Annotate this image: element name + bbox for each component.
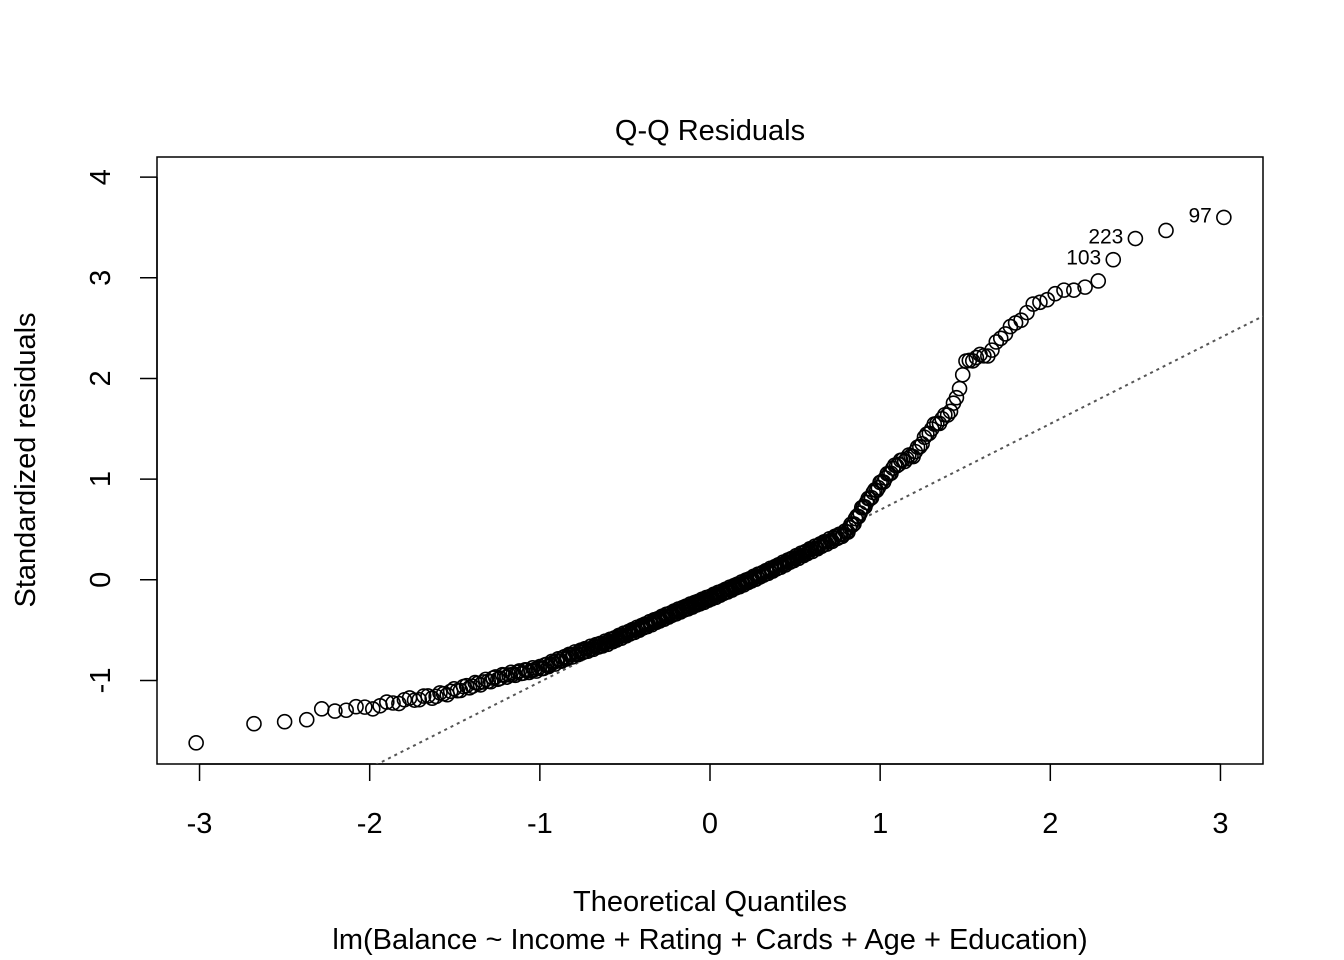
y-tick-label: 0 — [85, 572, 117, 588]
x-tick-label: 1 — [872, 808, 888, 840]
data-point — [378, 694, 395, 710]
data-point — [1047, 285, 1063, 302]
data-point — [1025, 296, 1042, 312]
data-point — [357, 699, 373, 715]
data-point — [1216, 209, 1232, 226]
point-label: 97 — [1189, 204, 1212, 227]
x-tick-label: -3 — [187, 808, 213, 840]
data-point — [1127, 230, 1144, 247]
data-point — [364, 701, 381, 717]
data-point — [385, 695, 401, 711]
data-point — [188, 735, 204, 751]
x-tick-label: 3 — [1212, 808, 1228, 840]
y-axis: -1 0 1 2 3 4 — [85, 169, 158, 694]
data-point — [461, 680, 478, 696]
data-point — [246, 715, 262, 732]
data-point — [954, 366, 971, 383]
data-point — [1090, 273, 1107, 289]
data-point — [948, 389, 965, 406]
point-label: 103 — [1066, 247, 1101, 270]
data-point — [1158, 222, 1174, 239]
chart-title: Q-Q Residuals — [615, 115, 805, 147]
data-point — [1056, 282, 1072, 298]
y-tick-label: -1 — [85, 668, 117, 694]
data-point — [984, 342, 1000, 358]
data-point — [327, 703, 343, 719]
data-point — [1066, 282, 1082, 298]
data-point — [348, 698, 364, 715]
y-tick-label: 1 — [85, 471, 117, 487]
data-point — [524, 660, 541, 676]
data-point — [1077, 279, 1093, 295]
data-point — [1039, 291, 1056, 308]
data-point — [1105, 251, 1122, 268]
y-tick-label: 3 — [85, 270, 117, 286]
data-point — [415, 688, 432, 704]
data-point — [482, 673, 499, 690]
x-tick-label: -2 — [357, 808, 383, 840]
data-point — [298, 711, 315, 728]
data-point — [313, 701, 330, 717]
data-point — [914, 435, 930, 452]
x-axis: -3 -2 -1 0 1 2 3 — [187, 763, 1229, 840]
x-tick-label: 0 — [702, 808, 718, 840]
x-tick-label: -1 — [527, 808, 553, 840]
data-point — [976, 348, 992, 364]
data-point — [988, 334, 1005, 350]
point-label: 223 — [1088, 226, 1123, 249]
data-point — [472, 677, 489, 693]
data-point — [338, 702, 354, 719]
y-tick-label: 2 — [85, 370, 117, 386]
data-point — [992, 330, 1009, 347]
data-point — [968, 349, 985, 366]
chart-subtitle: lm(Balance ~ Income + Rating + Cards + A… — [332, 924, 1087, 956]
data-point — [951, 380, 968, 397]
data-point — [912, 438, 928, 455]
y-axis-label: Standardized residuals — [10, 312, 42, 607]
y-tick-label: 4 — [85, 169, 117, 185]
data-point — [428, 688, 444, 705]
x-tick-label: 2 — [1042, 808, 1058, 840]
data-point — [276, 713, 293, 730]
data-point — [942, 403, 959, 420]
data-point — [411, 691, 428, 708]
data-point — [1032, 294, 1048, 311]
x-axis-label: Theoretical Quantiles — [573, 886, 847, 918]
